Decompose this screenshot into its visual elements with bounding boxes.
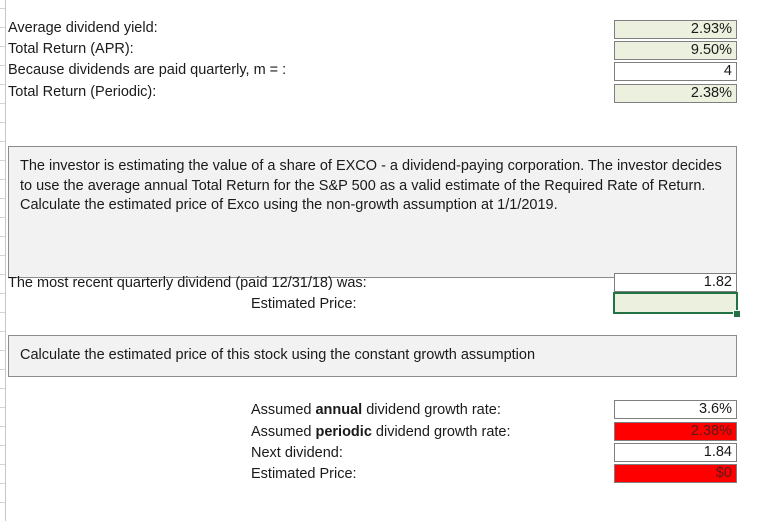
row-gridline bbox=[0, 160, 5, 161]
periodic-growth-bold: periodic bbox=[315, 424, 372, 440]
row-gridline bbox=[0, 445, 5, 446]
row-gridline bbox=[0, 103, 5, 104]
row-gridline bbox=[0, 65, 5, 66]
annual-growth-cell[interactable]: 3.6% bbox=[614, 400, 737, 419]
row-gridline bbox=[0, 217, 5, 218]
row-gridline bbox=[0, 274, 5, 275]
row-gridline bbox=[0, 236, 5, 237]
estimated-price-growth-label: Estimated Price: bbox=[251, 466, 357, 482]
row-gridline bbox=[0, 369, 5, 370]
row-gridline bbox=[0, 350, 5, 351]
next-dividend-label: Next dividend: bbox=[251, 445, 343, 461]
avg-dividend-yield-label: Average dividend yield: bbox=[8, 20, 158, 36]
row-gridline bbox=[0, 27, 5, 28]
periodic-growth-suffix: dividend growth rate: bbox=[371, 424, 511, 440]
row-gridline bbox=[0, 8, 5, 9]
fill-handle[interactable] bbox=[733, 310, 741, 318]
row-gridline bbox=[0, 464, 5, 465]
periodic-growth-label: Assumed periodic dividend growth rate: bbox=[251, 424, 511, 441]
row-gridline bbox=[0, 46, 5, 47]
row-gridline bbox=[0, 255, 5, 256]
row-gridline bbox=[0, 122, 5, 123]
problem-growth-text: Calculate the estimated price of this st… bbox=[20, 347, 536, 363]
total-return-periodic-cell[interactable]: 2.38% bbox=[614, 84, 737, 103]
total-return-periodic-label: Total Return (Periodic): bbox=[8, 84, 157, 100]
m-quarterly-cell[interactable]: 4 bbox=[614, 62, 737, 81]
row-gridline bbox=[0, 84, 5, 85]
row-gridline bbox=[0, 388, 5, 389]
row-gridline bbox=[0, 179, 5, 180]
periodic-growth-prefix: Assumed bbox=[251, 424, 316, 440]
row-gridline bbox=[0, 293, 5, 294]
total-return-apr-cell[interactable]: 9.50% bbox=[614, 41, 737, 60]
annual-growth-label: Assumed annual dividend growth rate: bbox=[251, 402, 501, 419]
annual-growth-bold: annual bbox=[315, 402, 363, 418]
row-gridline bbox=[0, 407, 5, 408]
row-gridline bbox=[0, 198, 5, 199]
recent-dividend-label: The most recent quarterly dividend (paid… bbox=[8, 275, 367, 291]
recent-dividend-cell[interactable]: 1.82 bbox=[614, 273, 737, 292]
problem-nongrowth-text: The investor is estimating the value of … bbox=[20, 158, 722, 213]
sheet-left-edge bbox=[5, 0, 6, 521]
row-gridline bbox=[0, 502, 5, 503]
total-return-apr-label: Total Return (APR): bbox=[8, 41, 134, 57]
problem-growth-box[interactable]: Calculate the estimated price of this st… bbox=[8, 335, 737, 377]
annual-growth-prefix: Assumed bbox=[251, 402, 316, 418]
estimated-price-growth-cell[interactable]: $0 bbox=[614, 464, 737, 483]
row-gridline bbox=[0, 141, 5, 142]
row-gridline bbox=[0, 312, 5, 313]
row-gridline bbox=[0, 483, 5, 484]
problem-nongrowth-box[interactable]: The investor is estimating the value of … bbox=[8, 146, 737, 278]
row-gridline bbox=[0, 426, 5, 427]
estimated-price-nongrowth-cell[interactable] bbox=[613, 292, 738, 314]
next-dividend-cell[interactable]: 1.84 bbox=[614, 443, 737, 462]
m-quarterly-label: Because dividends are paid quarterly, m … bbox=[8, 62, 287, 78]
annual-growth-suffix: dividend growth rate: bbox=[362, 402, 501, 418]
row-gridline bbox=[0, 331, 5, 332]
avg-dividend-yield-cell[interactable]: 2.93% bbox=[614, 20, 737, 39]
periodic-growth-cell[interactable]: 2.38% bbox=[614, 422, 737, 441]
estimated-price-nongrowth-label: Estimated Price: bbox=[251, 296, 357, 312]
